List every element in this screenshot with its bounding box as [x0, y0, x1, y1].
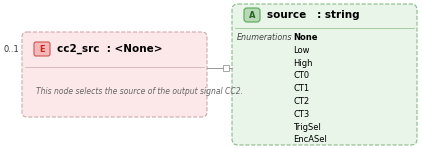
- Text: source   : string: source : string: [267, 10, 360, 20]
- Bar: [223, 65, 229, 71]
- Text: ...: ...: [293, 148, 301, 149]
- FancyBboxPatch shape: [232, 4, 417, 145]
- Text: EncASel: EncASel: [293, 135, 327, 144]
- FancyBboxPatch shape: [244, 8, 260, 22]
- Text: None: None: [293, 33, 317, 42]
- Text: TrigSel: TrigSel: [293, 123, 321, 132]
- Text: E: E: [39, 45, 45, 53]
- Text: cc2_src  : <None>: cc2_src : <None>: [57, 44, 162, 54]
- Text: High: High: [293, 59, 313, 68]
- Text: CT2: CT2: [293, 97, 309, 106]
- Text: CT0: CT0: [293, 71, 309, 80]
- Text: Enumerations: Enumerations: [237, 33, 292, 42]
- FancyBboxPatch shape: [34, 42, 50, 56]
- Text: CT1: CT1: [293, 84, 309, 93]
- FancyBboxPatch shape: [22, 32, 207, 117]
- Text: This node selects the source of the output signal CC2.: This node selects the source of the outp…: [36, 87, 243, 96]
- Text: Low: Low: [293, 46, 309, 55]
- Text: CT3: CT3: [293, 110, 309, 119]
- Text: 0..1: 0..1: [4, 45, 20, 53]
- Text: A: A: [249, 10, 255, 20]
